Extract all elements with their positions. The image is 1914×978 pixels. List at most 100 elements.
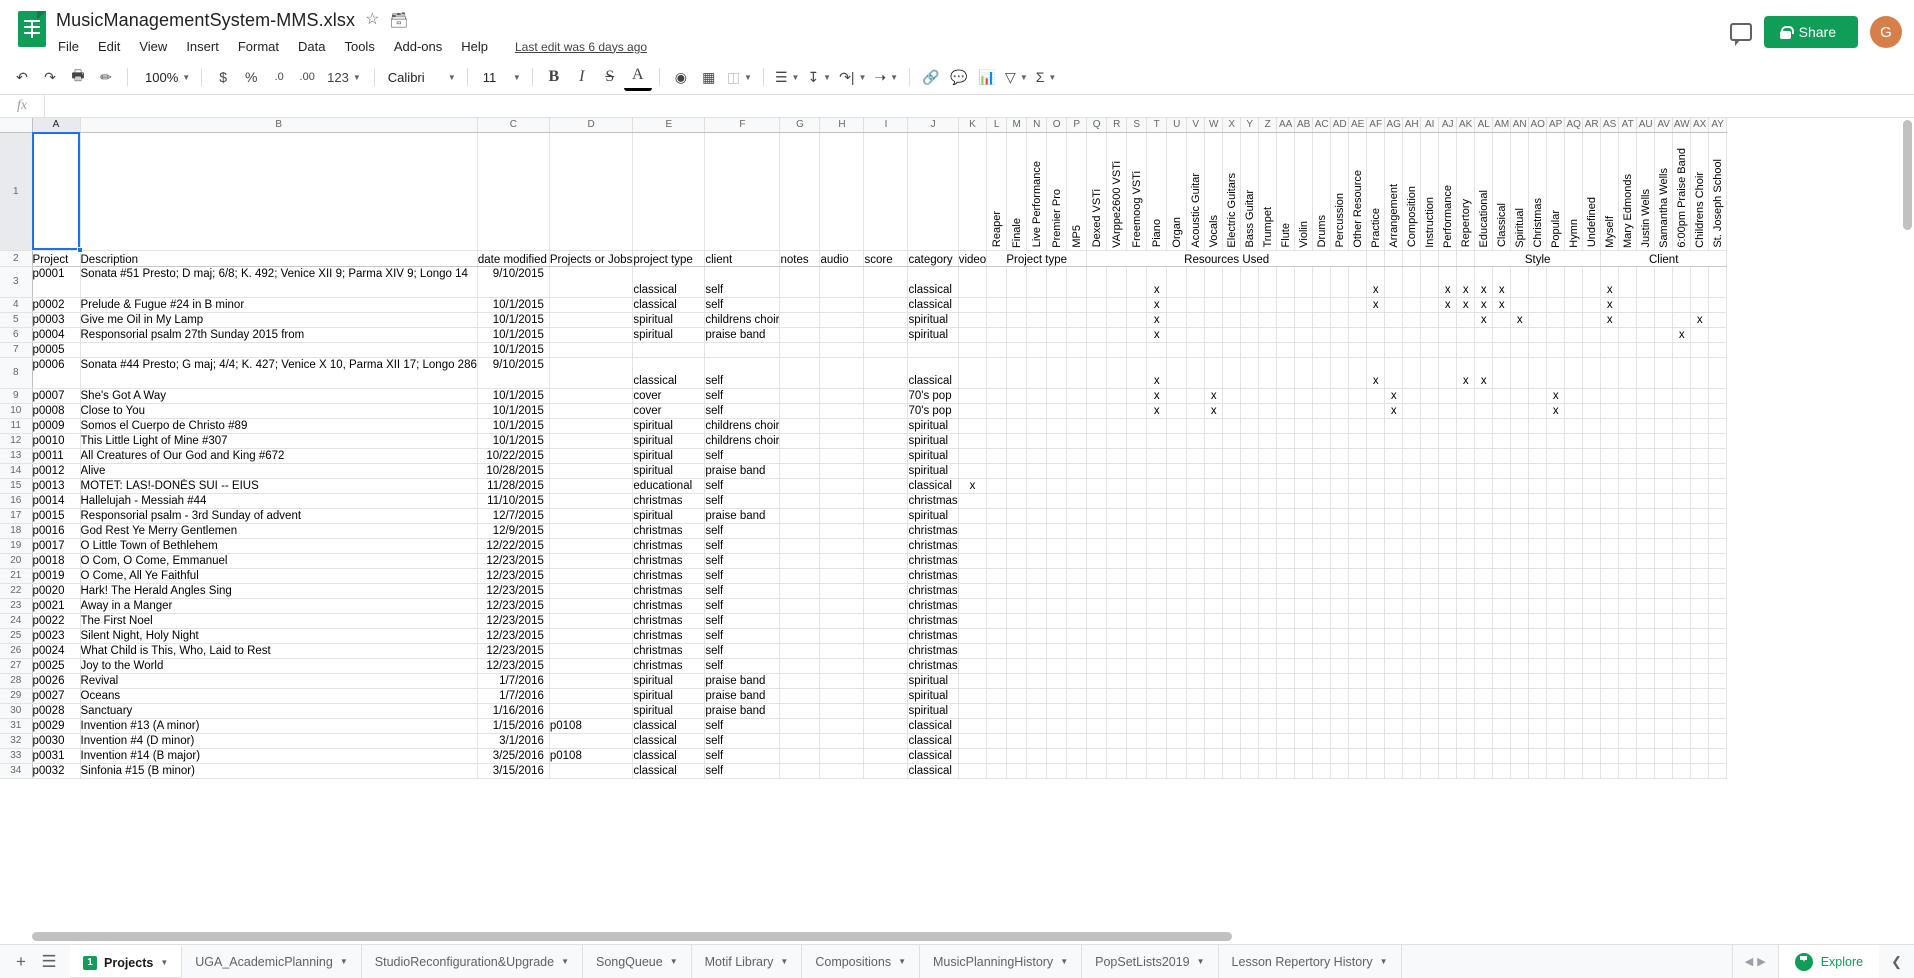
cell-M23[interactable] [1006,598,1028,614]
cell-G16[interactable] [779,493,821,509]
row2-header-D[interactable]: Projects or Jobs [549,250,634,267]
cell-AS15[interactable] [1600,478,1620,494]
chevron-down-icon[interactable]: ▼ [160,958,169,967]
cell-T4[interactable]: x [1146,297,1168,313]
cell-L32[interactable] [986,733,1008,749]
cell-AW27[interactable] [1672,658,1692,674]
cell-AR25[interactable] [1582,628,1602,644]
cell-D6[interactable] [549,327,634,343]
cell-AC21[interactable] [1312,568,1332,584]
cell-AI22[interactable] [1420,583,1440,599]
cell-AY8[interactable] [1708,357,1728,389]
cell-AN25[interactable] [1510,628,1530,644]
cell-D19[interactable] [549,538,634,554]
cell-I9[interactable] [863,388,909,404]
cell-AU7[interactable] [1636,342,1656,358]
cell-C32[interactable]: 3/1/2016 [477,733,550,749]
cell-AC8[interactable] [1312,357,1332,389]
cell-I34[interactable] [863,763,909,779]
cell-N4[interactable] [1026,297,1048,313]
row-header-21[interactable]: 21 [0,568,33,584]
cell-L28[interactable] [986,673,1008,689]
cell-L17[interactable] [986,508,1008,524]
cell-AQ27[interactable] [1564,658,1584,674]
cell-AQ26[interactable] [1564,643,1584,659]
cell-AR6[interactable] [1582,327,1602,343]
cell-K33[interactable] [958,748,988,764]
cell-W7[interactable] [1204,342,1224,358]
row1-cell-Q[interactable]: Dexed VSTi [1086,132,1108,251]
cell-U24[interactable] [1166,613,1188,629]
cell-AT3[interactable] [1618,266,1638,298]
cell-R26[interactable] [1106,643,1128,659]
cell-D9[interactable] [549,388,634,404]
cell-AV25[interactable] [1654,628,1674,644]
row-header-4[interactable]: 4 [0,297,33,313]
cell-J8[interactable]: classical [907,357,959,389]
cell-AE23[interactable] [1348,598,1368,614]
cell-AK24[interactable] [1456,613,1476,629]
cell-AJ14[interactable] [1438,463,1458,479]
cell-AY24[interactable] [1708,613,1728,629]
chevron-down-icon[interactable]: ▼ [898,957,906,966]
cell-T27[interactable] [1146,658,1168,674]
cell-AX9[interactable] [1690,388,1710,404]
cell-AF16[interactable] [1366,493,1386,509]
cell-AU33[interactable] [1636,748,1656,764]
cell-F28[interactable]: praise band [704,673,781,689]
cell-G25[interactable] [779,628,821,644]
cell-AD34[interactable] [1330,763,1350,779]
row1-cell-AY[interactable]: St. Joseph School [1708,132,1728,251]
cell-AJ23[interactable] [1438,598,1458,614]
cell-AU5[interactable] [1636,312,1656,328]
cell-AW16[interactable] [1672,493,1692,509]
cell-AL22[interactable] [1474,583,1494,599]
cell-AP30[interactable] [1546,703,1566,719]
cell-D14[interactable] [549,463,634,479]
cell-P28[interactable] [1066,673,1088,689]
cell-AA20[interactable] [1276,553,1296,569]
cell-AX22[interactable] [1690,583,1710,599]
cell-AF6[interactable] [1366,327,1386,343]
row-header-34[interactable]: 34 [0,763,33,779]
cell-U12[interactable] [1166,433,1188,449]
cell-C14[interactable]: 10/28/2015 [477,463,550,479]
cell-AP25[interactable] [1546,628,1566,644]
cell-E21[interactable]: christmas [632,568,706,584]
cell-Q11[interactable] [1086,418,1108,434]
cell-C17[interactable]: 12/7/2015 [477,508,550,524]
cell-AY13[interactable] [1708,448,1728,464]
cell-D4[interactable] [549,297,634,313]
cell-AN9[interactable] [1510,388,1530,404]
cell-W29[interactable] [1204,688,1224,704]
cell-AA23[interactable] [1276,598,1296,614]
cell-AU14[interactable] [1636,463,1656,479]
row-header-13[interactable]: 13 [0,448,33,464]
cell-AA12[interactable] [1276,433,1296,449]
cell-K30[interactable] [958,703,988,719]
cell-AI7[interactable] [1420,342,1440,358]
cell-AQ29[interactable] [1564,688,1584,704]
cell-M19[interactable] [1006,538,1028,554]
cell-AS33[interactable] [1600,748,1620,764]
cell-AG27[interactable] [1384,658,1404,674]
cell-AX31[interactable] [1690,718,1710,734]
cell-R22[interactable] [1106,583,1128,599]
cell-B29[interactable]: Oceans [80,688,478,704]
cell-AT25[interactable] [1618,628,1638,644]
cell-S27[interactable] [1126,658,1148,674]
cell-Q30[interactable] [1086,703,1108,719]
cell-AO20[interactable] [1528,553,1548,569]
cell-AS24[interactable] [1600,613,1620,629]
cell-AG23[interactable] [1384,598,1404,614]
cell-K18[interactable] [958,523,988,539]
cell-V18[interactable] [1186,523,1206,539]
cell-C18[interactable]: 12/9/2015 [477,523,550,539]
cell-H29[interactable] [819,688,865,704]
cell-AE30[interactable] [1348,703,1368,719]
cell-AN26[interactable] [1510,643,1530,659]
cell-U15[interactable] [1166,478,1188,494]
cell-AT19[interactable] [1618,538,1638,554]
column-header-AE[interactable]: AE [1348,118,1368,133]
cell-Q15[interactable] [1086,478,1108,494]
